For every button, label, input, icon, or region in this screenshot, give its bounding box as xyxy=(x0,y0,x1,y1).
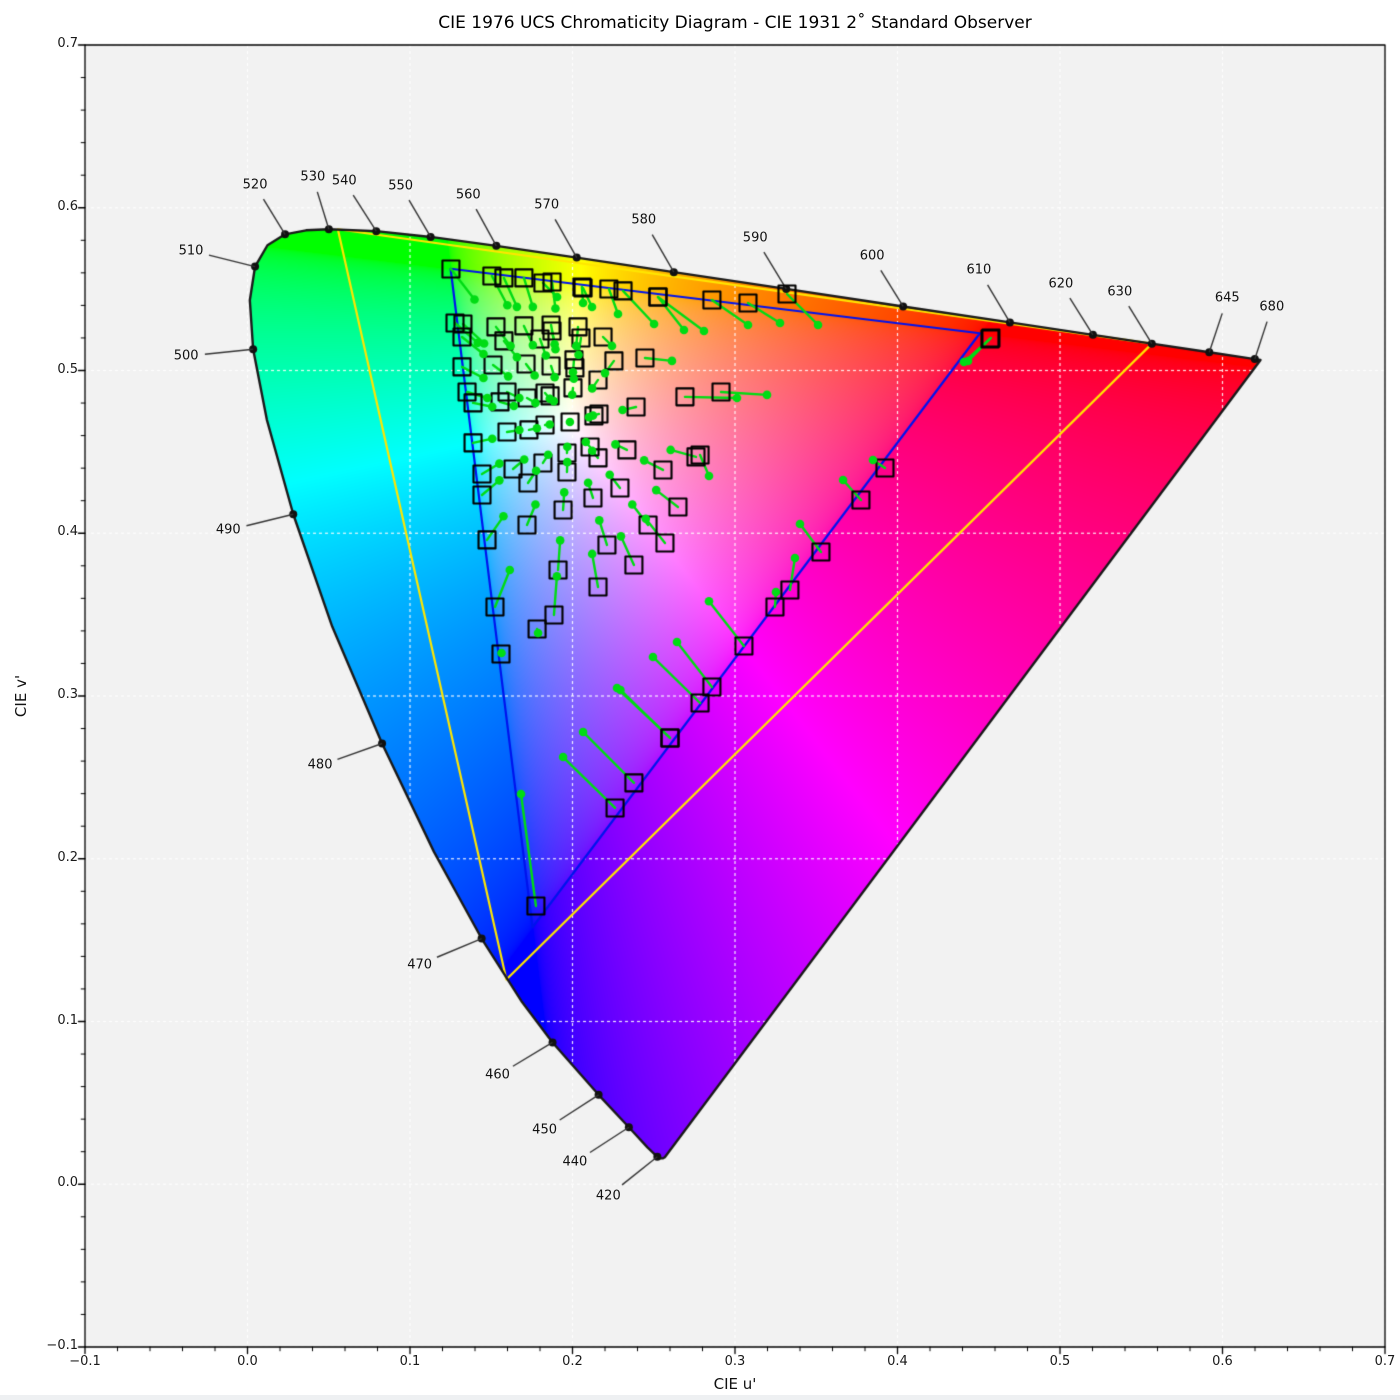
wavelength-label: 580 xyxy=(631,212,657,228)
y-tick-label: 0.6 xyxy=(57,198,78,214)
y-tick-label: 0.7 xyxy=(57,36,78,51)
x-tick-label: 0.1 xyxy=(399,1354,421,1369)
wavelength-label: 520 xyxy=(242,177,268,193)
wavelength-label: 490 xyxy=(215,522,241,538)
bottom-strip xyxy=(0,1395,1400,1400)
y-tick-label: 0.0 xyxy=(57,1175,78,1191)
x-tick-label: −0.1 xyxy=(69,1354,101,1369)
y-tick-label: −0.1 xyxy=(46,1338,78,1353)
wavelength-label: 470 xyxy=(407,957,433,973)
wavelength-label: 530 xyxy=(300,169,326,185)
y-tick-label: 0.4 xyxy=(57,524,78,540)
wavelength-label: 560 xyxy=(455,187,481,203)
wavelength-label: 645 xyxy=(1214,290,1240,306)
wavelength-label: 550 xyxy=(388,178,414,194)
y-tick-label: 0.3 xyxy=(57,687,78,702)
y-tick-label: 0.5 xyxy=(57,361,78,377)
wavelength-label: 450 xyxy=(532,1122,558,1138)
x-tick-label: 0.6 xyxy=(1212,1354,1233,1369)
y-tick-label: 0.2 xyxy=(57,849,78,865)
wavelength-label: 420 xyxy=(595,1188,621,1204)
x-tick-label: 0.4 xyxy=(887,1354,908,1369)
wavelength-label: 680 xyxy=(1259,299,1285,315)
x-tick-label: 0.5 xyxy=(1049,1354,1071,1369)
y-tick-label: 0.1 xyxy=(57,1012,78,1028)
wavelength-label: 480 xyxy=(307,757,333,773)
wavelength-label: 630 xyxy=(1107,284,1133,300)
wavelength-label: 570 xyxy=(534,197,560,213)
wavelength-label: 600 xyxy=(859,248,885,264)
x-tick-label: 0.3 xyxy=(724,1354,746,1369)
wavelength-label: 620 xyxy=(1048,276,1074,292)
x-axis-label: CIE u' xyxy=(713,1375,757,1393)
x-tick-label: 0.0 xyxy=(237,1354,258,1369)
wavelength-label: 540 xyxy=(331,173,357,189)
x-tick-label: 0.7 xyxy=(1374,1354,1396,1369)
wavelength-label: 510 xyxy=(178,243,204,259)
wavelength-label: 500 xyxy=(173,348,199,364)
wavelength-label: 590 xyxy=(742,230,768,246)
x-tick-label: 0.2 xyxy=(562,1354,583,1369)
wavelength-label: 460 xyxy=(485,1067,510,1083)
wavelength-label: 610 xyxy=(966,262,992,278)
chart-title: CIE 1976 UCS Chromaticity Diagram - CIE … xyxy=(438,13,1032,33)
wavelength-label: 440 xyxy=(562,1154,588,1170)
